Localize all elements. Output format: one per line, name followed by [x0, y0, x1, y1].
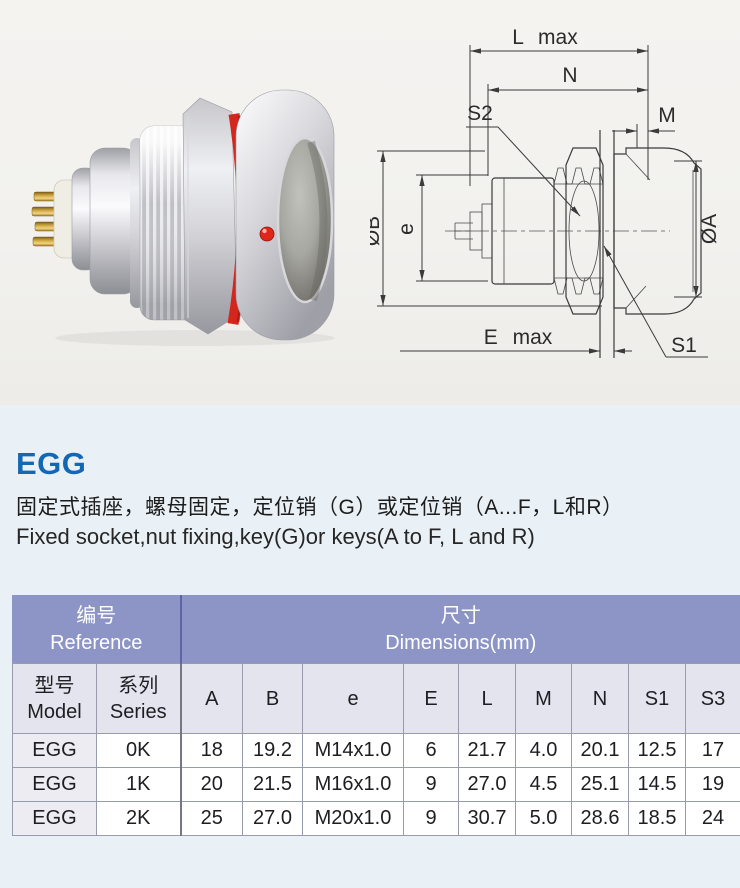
dim-label-s2: S2: [467, 102, 493, 125]
value-cell: 18: [179, 733, 243, 768]
subheader-dim-m: M: [515, 663, 572, 734]
value-cell: 14.5: [628, 767, 686, 802]
subheader-dim-a: A: [179, 663, 243, 734]
spec-table: 编号 Reference 尺寸 Dimensions(mm) 型号 Model …: [12, 595, 740, 836]
series-cell: 2K: [96, 801, 181, 836]
value-cell: 25: [179, 801, 243, 836]
value-cell: M20x1.0: [302, 801, 404, 836]
value-cell: 6: [403, 733, 459, 768]
table-subheader-row: 型号 Model 系列 Series A B e E L M N S1 S3: [12, 663, 740, 734]
subheader-series: 系列 Series: [96, 663, 181, 734]
subheader-dim-l: L: [458, 663, 516, 734]
hex-nut: [182, 97, 238, 335]
dim-label-e-max: E max: [484, 326, 553, 349]
table-row: EGG 2K 25 27.0 M20x1.0 9 30.7 5.0 28.6 1…: [12, 801, 740, 836]
dim-label-l-max: L max: [512, 26, 578, 49]
page-title: EGG: [16, 446, 87, 481]
subheader-dim-e2: e: [302, 663, 404, 734]
header-dimensions-zh: 尺寸: [440, 604, 481, 627]
dim-label-dia-b: ØB: [370, 216, 384, 246]
subheader-dim-s1: S1: [628, 663, 686, 734]
series-cell: 0K: [96, 733, 181, 768]
dim-m: M: [612, 104, 676, 148]
dim-e-max: E max: [400, 326, 632, 354]
value-cell: 21.7: [458, 733, 516, 768]
value-cell: 27.0: [458, 767, 516, 802]
value-cell: 4.5: [515, 767, 572, 802]
subheader-dim-e: E: [403, 663, 459, 734]
product-description: 固定式插座，螺母固定，定位销（G）或定位销（A...F，L和R） Fixed s…: [16, 493, 624, 551]
value-cell: 19.2: [242, 733, 303, 768]
value-cell: 4.0: [515, 733, 572, 768]
value-cell: 9: [403, 801, 459, 836]
model-cell: EGG: [12, 801, 97, 836]
product-overview-section: L max N S2 M: [0, 0, 740, 405]
subheader-model-en: Model: [27, 700, 82, 723]
dim-s2: S2: [466, 102, 581, 217]
header-dimensions: 尺寸 Dimensions(mm): [179, 595, 740, 664]
dim-dia-a: ØA: [674, 160, 721, 298]
subheader-model-zh: 型号: [34, 674, 75, 697]
subheader-dim-n: N: [571, 663, 629, 734]
value-cell: 24: [684, 801, 740, 836]
value-cell: 17: [684, 733, 740, 768]
dim-n: N: [487, 64, 648, 176]
model-cell: EGG: [12, 733, 97, 768]
value-cell: 9: [403, 767, 459, 802]
header-dimensions-en: Dimensions(mm): [385, 631, 537, 654]
description-zh: 固定式插座，螺母固定，定位销（G）或定位销（A...F，L和R）: [16, 496, 624, 519]
value-cell: 18.5: [628, 801, 686, 836]
description-en: Fixed socket,nut fixing,key(G)or keys(A …: [16, 524, 535, 549]
subheader-dim-s3: S3: [684, 663, 740, 734]
dimension-diagram: L max N S2 M: [370, 26, 721, 358]
dim-label-dia-a: ØA: [698, 214, 721, 244]
value-cell: M14x1.0: [302, 733, 404, 768]
value-cell: 21.5: [242, 767, 303, 802]
value-cell: 27.0: [242, 801, 303, 836]
table-row: EGG 1K 20 21.5 M16x1.0 9 27.0 4.5 25.1 1…: [12, 767, 740, 802]
table-row: EGG 0K 18 19.2 M14x1.0 6 21.7 4.0 20.1 1…: [12, 733, 740, 768]
series-cell: 1K: [96, 767, 181, 802]
dim-label-s1: S1: [671, 334, 697, 357]
header-reference: 编号 Reference: [12, 595, 181, 664]
value-cell: 30.7: [458, 801, 516, 836]
subheader-dim-b: B: [242, 663, 303, 734]
subheader-series-zh: 系列: [118, 674, 159, 697]
table-header-row: 编号 Reference 尺寸 Dimensions(mm): [12, 595, 740, 664]
value-cell: 20: [179, 767, 243, 802]
header-reference-en: Reference: [50, 631, 143, 654]
connector-photo: [31, 89, 335, 346]
dim-label-e: e: [395, 223, 418, 235]
value-cell: 12.5: [628, 733, 686, 768]
dim-s1: S1: [603, 245, 708, 358]
value-cell: 5.0: [515, 801, 572, 836]
value-cell: M16x1.0: [302, 767, 404, 802]
dim-label-n: N: [562, 64, 577, 87]
dim-label-m: M: [658, 104, 676, 127]
dim-l-max: L max: [469, 26, 649, 186]
socket-opening: [276, 136, 334, 304]
dim-e: e: [395, 174, 488, 282]
spec-section: EGG 固定式插座，螺母固定，定位销（G）或定位销（A...F，L和R） Fix…: [0, 405, 740, 888]
drawing-outline: [454, 130, 702, 358]
subheader-model: 型号 Model: [12, 663, 97, 734]
value-cell: 25.1: [571, 767, 629, 802]
subheader-series-en: Series: [109, 700, 167, 723]
red-indicator-dot: [259, 226, 275, 242]
value-cell: 28.6: [571, 801, 629, 836]
dim-dia-b: ØB: [370, 150, 602, 307]
header-reference-zh: 编号: [76, 604, 117, 627]
value-cell: 19: [684, 767, 740, 802]
model-cell: EGG: [12, 767, 97, 802]
value-cell: 20.1: [571, 733, 629, 768]
